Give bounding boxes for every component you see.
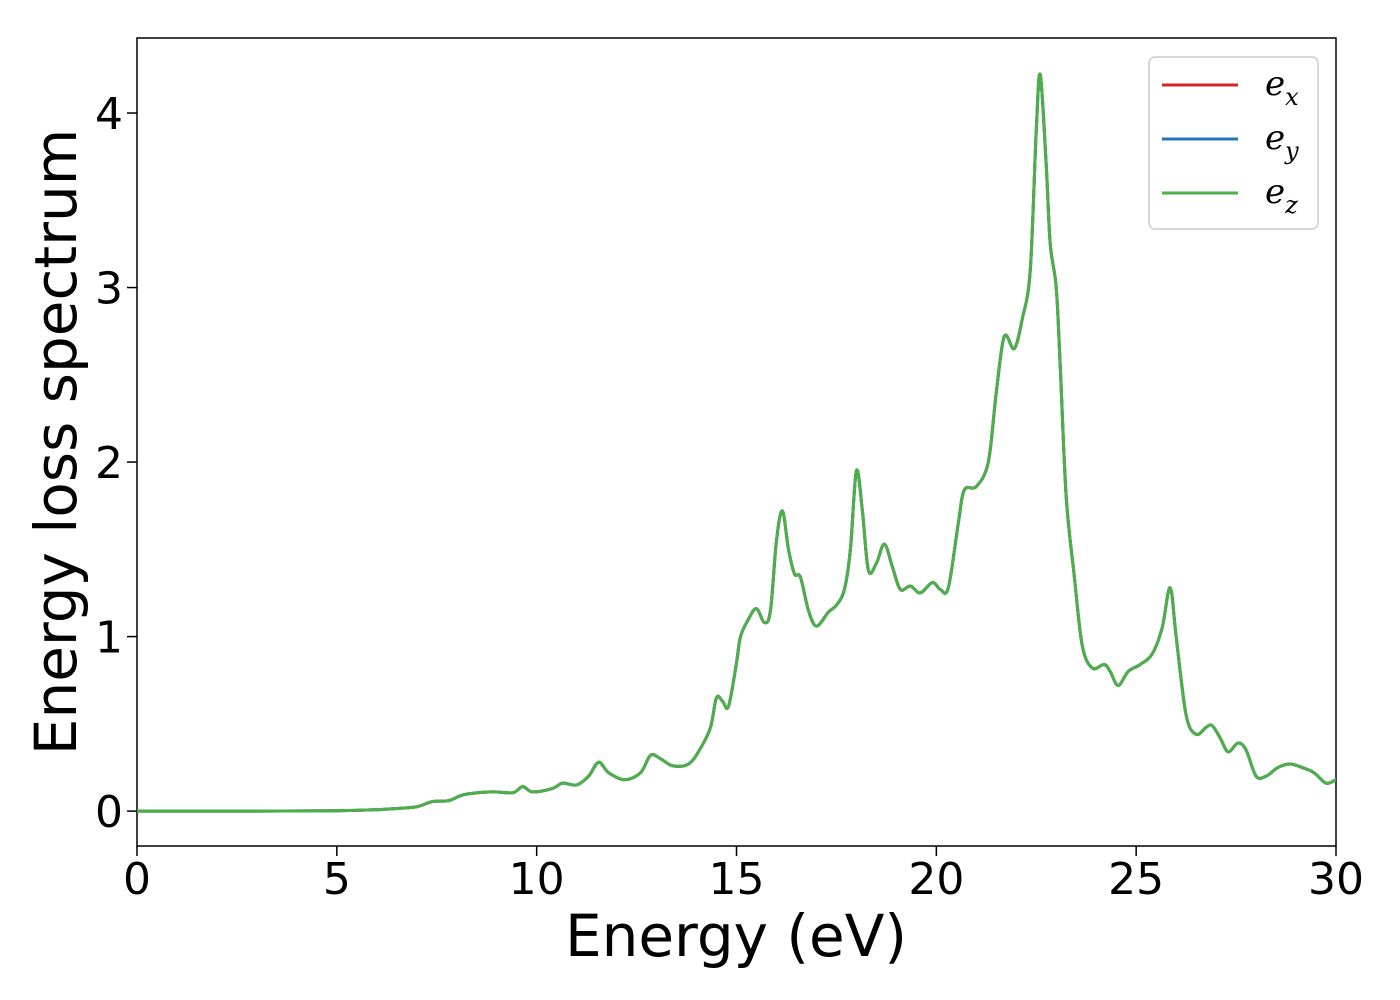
x-tick-label: 30	[1308, 854, 1364, 905]
legend-label-ey: ey	[1265, 118, 1299, 165]
series-line-ez	[137, 72, 1336, 813]
x-tick-label: 25	[1108, 854, 1164, 905]
x-tick-label: 0	[123, 854, 151, 905]
y-tick-label: 2	[95, 438, 123, 489]
x-axis: 0 5 10 15 20 25 30	[123, 846, 1364, 905]
y-axis-label: Energy loss spectrum	[22, 129, 90, 755]
y-tick-label: 3	[95, 264, 123, 315]
legend-label-ez: ez	[1265, 172, 1298, 219]
legend: ex ey ez	[1148, 56, 1319, 230]
y-tick-label: 4	[95, 89, 123, 140]
y-axis: 0 1 2 3 4	[95, 89, 137, 838]
legend-box	[1148, 56, 1319, 230]
y-tick-label: 0	[95, 787, 123, 838]
series-layer	[137, 72, 1336, 813]
x-tick-label: 5	[323, 854, 351, 905]
x-tick-label: 20	[908, 854, 964, 905]
x-axis-label: Energy (eV)	[565, 902, 907, 970]
plot-area	[136, 37, 1337, 847]
y-tick-label: 1	[95, 613, 123, 664]
legend-label-ex: ex	[1265, 64, 1299, 111]
x-tick-label: 10	[509, 854, 565, 905]
x-tick-label: 15	[709, 854, 765, 905]
